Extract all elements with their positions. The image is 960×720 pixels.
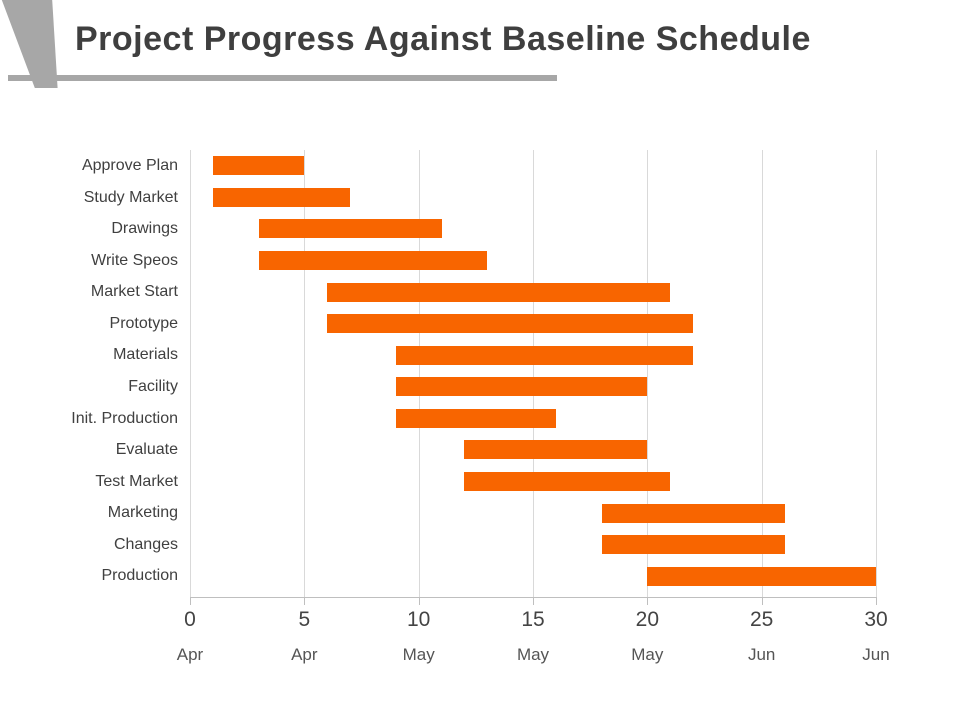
task-label-materials: Materials xyxy=(113,346,178,364)
x-month-label-20: May xyxy=(631,645,664,664)
task-label-marketing: Marketing xyxy=(107,504,178,522)
x-month-label-0: Apr xyxy=(176,645,204,664)
gridline-20 xyxy=(647,150,649,597)
task-bar-evaluate xyxy=(464,440,648,460)
task-bar-production xyxy=(647,566,876,586)
task-label-study-market: Study Market xyxy=(83,188,178,206)
gridline-5 xyxy=(304,150,306,597)
x-month-label-10: May xyxy=(402,645,435,664)
task-label-evaluate: Evaluate xyxy=(115,441,178,459)
gridline-25 xyxy=(761,150,763,597)
x-tickmark-10 xyxy=(418,597,420,605)
x-month-label-25: Jun xyxy=(747,645,776,664)
gridline-0 xyxy=(190,150,191,597)
x-tick-label-20: 20 xyxy=(635,608,659,631)
task-bar-changes xyxy=(601,535,785,555)
task-label-market-start: Market Start xyxy=(90,283,178,301)
x-tickmark-25 xyxy=(761,597,763,605)
task-label-write-speos: Write Speos xyxy=(91,251,178,269)
gridline-30 xyxy=(876,150,877,597)
task-label-changes: Changes xyxy=(113,535,178,553)
task-label-facility: Facility xyxy=(128,378,178,395)
x-tick-label-25: 25 xyxy=(749,608,774,631)
x-tickmark-20 xyxy=(647,597,649,605)
task-bar-market-start xyxy=(327,282,671,302)
page-title: Project Progress Against Baseline Schedu… xyxy=(75,20,811,58)
task-bar-study-market xyxy=(212,187,351,207)
x-month-label-30: Jun xyxy=(862,645,890,664)
task-bar-materials xyxy=(395,345,694,365)
task-bar-test-market xyxy=(464,472,671,491)
task-label-approve-plan: Approve Plan xyxy=(81,157,178,174)
x-tickmark-5 xyxy=(304,597,306,605)
task-label-prototype: Prototype xyxy=(109,314,178,332)
task-label-production: Production xyxy=(101,567,179,585)
x-tick-label-15: 15 xyxy=(521,608,545,631)
task-bar-drawings xyxy=(258,219,442,239)
task-label-drawings: Drawings xyxy=(111,220,178,238)
gridline-15 xyxy=(533,150,534,597)
x-tick-label-0: 0 xyxy=(184,608,196,631)
task-bar-write-speos xyxy=(258,251,488,270)
x-month-label-5: Apr xyxy=(291,645,318,664)
x-tick-label-5: 5 xyxy=(298,608,311,631)
task-bar-prototype xyxy=(327,314,694,334)
title-underline-decoration xyxy=(8,75,557,81)
x-tick-label-10: 10 xyxy=(406,608,431,631)
x-month-label-15: May xyxy=(516,645,550,664)
task-bar-marketing xyxy=(601,503,785,523)
gridline-10 xyxy=(418,150,420,597)
task-label-init-production: Init. Production xyxy=(71,409,178,427)
task-bar-approve-plan xyxy=(212,156,305,176)
x-tickmark-15 xyxy=(533,597,534,605)
x-tick-label-30: 30 xyxy=(864,608,888,631)
task-label-test-market: Test Market xyxy=(95,472,178,490)
task-bar-init-production xyxy=(395,408,556,428)
x-axis-line xyxy=(190,597,877,598)
task-bar-facility xyxy=(395,377,648,397)
x-tickmark-0 xyxy=(190,597,191,605)
x-tickmark-30 xyxy=(876,597,877,605)
